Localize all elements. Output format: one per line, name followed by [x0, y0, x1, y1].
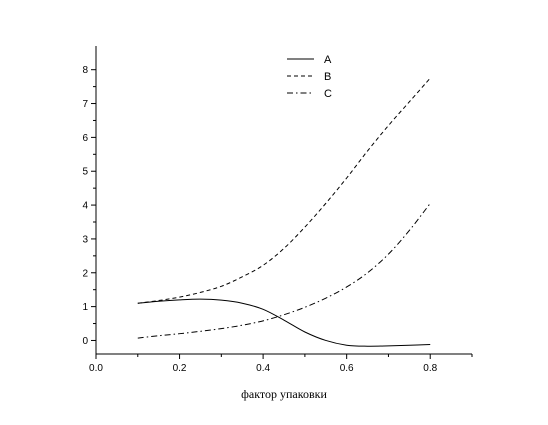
plot-frame [95, 46, 472, 355]
y-tick-label: 1 [82, 302, 88, 313]
y-tick-label: 0 [82, 336, 88, 347]
x-tick-label: 0.8 [423, 363, 437, 374]
y-tick-label: 5 [82, 167, 88, 178]
y-tick-label: 3 [82, 234, 88, 245]
y-tick-label: 6 [82, 133, 88, 144]
y-tick-label: 4 [82, 201, 88, 212]
y-tick-label: 2 [82, 268, 88, 279]
legend-label-b: B [324, 71, 331, 83]
x-tick-label: 0.2 [173, 363, 187, 374]
series-line-a [137, 298, 431, 347]
legend-label-a: A [324, 54, 332, 66]
series-line-c [137, 203, 431, 339]
series-lines [137, 77, 431, 347]
x-tick-label: 0.0 [89, 363, 103, 374]
x-tick-label: 0.6 [340, 363, 354, 374]
y-axis: 0 1 2 3 4 5 6 7 8 [82, 65, 96, 347]
series-line-b [137, 77, 431, 304]
y-tick-label: 8 [82, 65, 88, 76]
x-tick-label: 0.4 [256, 363, 270, 374]
legend-label-c: C [324, 88, 332, 100]
legend: ABC [287, 54, 332, 100]
y-tick-label: 7 [82, 99, 88, 110]
x-axis: 0.0 0.2 0.4 0.6 0.8 [89, 354, 473, 374]
x-axis-title: фактор упаковки [241, 387, 327, 401]
